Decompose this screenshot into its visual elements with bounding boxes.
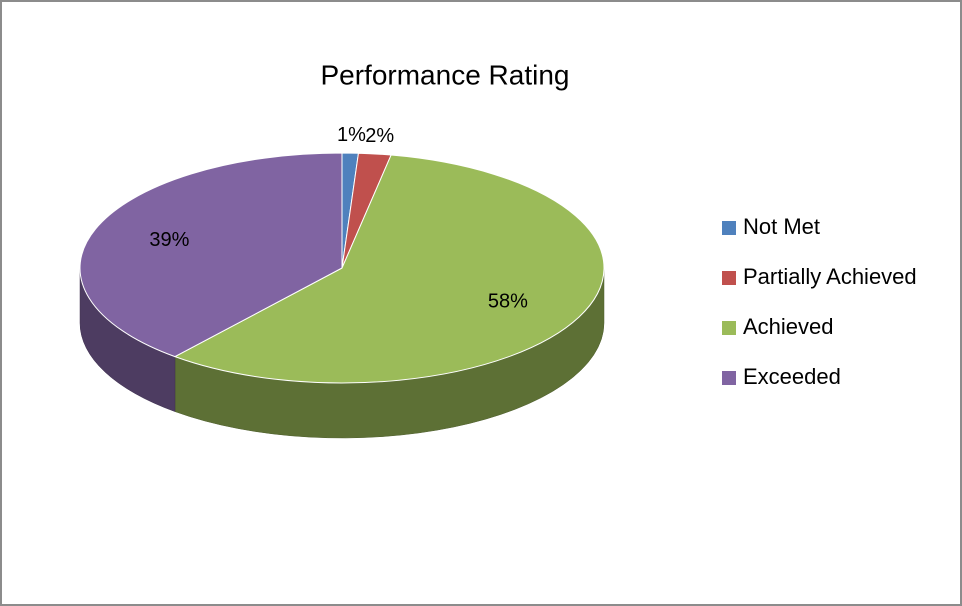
data-label: 58% — [488, 291, 528, 313]
chart-title: Performance Rating — [320, 59, 569, 90]
slice — [173, 154, 605, 384]
slice — [79, 152, 343, 358]
legend-label: Not Met — [743, 214, 820, 239]
legend-swatch — [722, 271, 736, 285]
legend-swatch — [722, 371, 736, 385]
legend-swatch — [722, 221, 736, 235]
legend-swatch — [722, 321, 736, 335]
data-label: 1% — [337, 124, 366, 146]
data-label: 39% — [149, 229, 189, 251]
legend-label: Achieved — [743, 314, 834, 339]
legend-label: Exceeded — [743, 364, 841, 389]
legend-label: Partially Achieved — [743, 264, 917, 289]
data-label: 2% — [365, 125, 394, 147]
